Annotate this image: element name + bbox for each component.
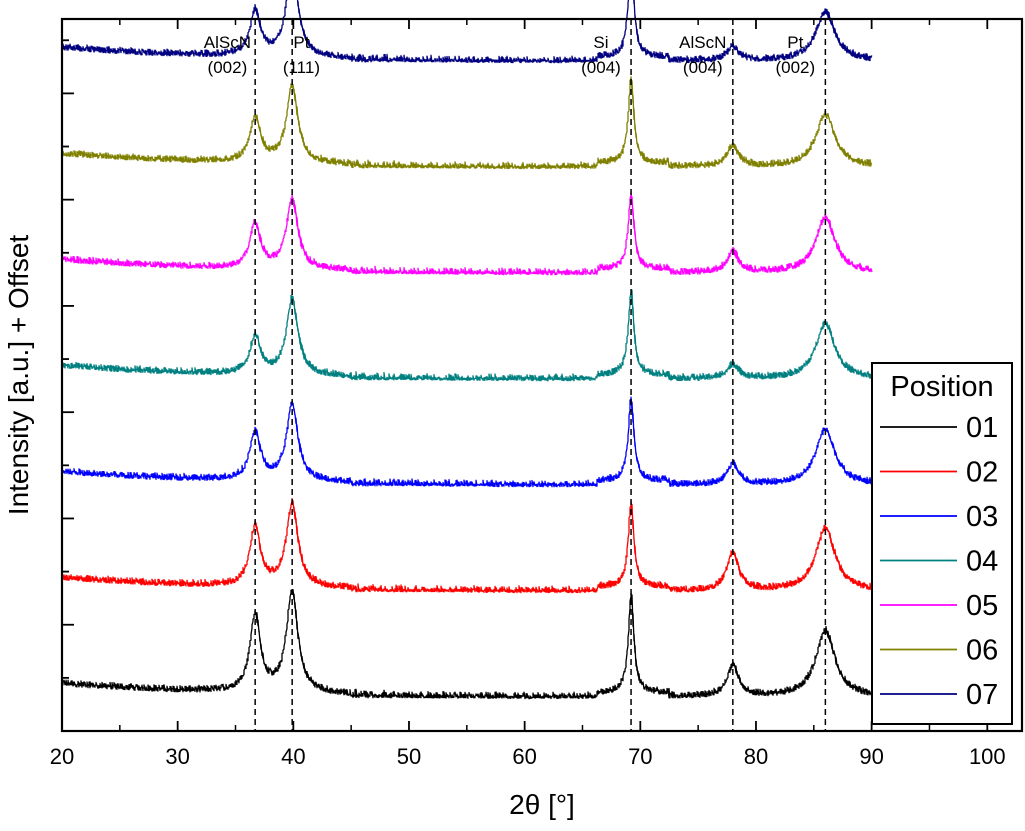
series-line-04 (61, 289, 873, 382)
x-tick-label: 30 (165, 744, 189, 769)
x-tick-label: 50 (397, 744, 421, 769)
peak-label: Pt (293, 33, 309, 52)
legend-label-04: 04 (966, 546, 998, 578)
plot-frame (60, 17, 1024, 733)
series-line-06 (61, 76, 873, 170)
axes (60, 17, 1024, 733)
peak-label: AlScN (204, 33, 251, 52)
series-line-03 (61, 396, 873, 488)
series-layer (61, 0, 873, 700)
series-line-01 (61, 588, 873, 700)
peak-label: (002) (208, 58, 248, 77)
series-line-05 (61, 191, 873, 276)
legend-label-02: 02 (966, 457, 998, 489)
x-tick-label: 80 (744, 744, 768, 769)
x-tick-label: 40 (281, 744, 305, 769)
peak-label: (111) (283, 58, 320, 77)
peak-labels: AlScN (002) Pt (111) Si (004) AlScN (004) Pt (002… (204, 33, 815, 77)
peak-label: AlScN (679, 33, 726, 52)
peak-label: (004) (683, 58, 723, 77)
y-axis-title: Intensity [a.u.] + Offset (3, 235, 34, 516)
peak-label: (002) (775, 58, 815, 77)
legend-title: Position (890, 371, 993, 403)
legend-label-06: 06 (966, 635, 998, 667)
legend-label-01: 01 (966, 412, 998, 444)
x-tick-label: 90 (859, 744, 883, 769)
legend-label-03: 03 (966, 501, 998, 533)
x-tick-label: 100 (969, 744, 1006, 769)
legend: Position 01 02 03 04 05 06 07 (871, 362, 1013, 725)
series-line-02 (61, 498, 873, 594)
legend-box (871, 362, 1013, 725)
x-tick-label: 70 (628, 744, 652, 769)
series-line-07 (61, 0, 873, 64)
ticks: 20 30 40 50 60 70 80 90 100 (50, 19, 1006, 769)
x-tick-label: 20 (50, 744, 74, 769)
legend-label-07: 07 (966, 679, 998, 711)
reference-lines (254, 19, 827, 731)
x-axis-title: 2θ [°] (509, 789, 575, 820)
peak-label: (004) (581, 58, 621, 77)
legend-label-05: 05 (966, 590, 998, 622)
legend-items: 01 02 03 04 05 06 07 (880, 412, 998, 711)
peak-label: Si (593, 33, 608, 52)
peak-label: Pt (787, 33, 803, 52)
x-tick-label: 60 (512, 744, 536, 769)
